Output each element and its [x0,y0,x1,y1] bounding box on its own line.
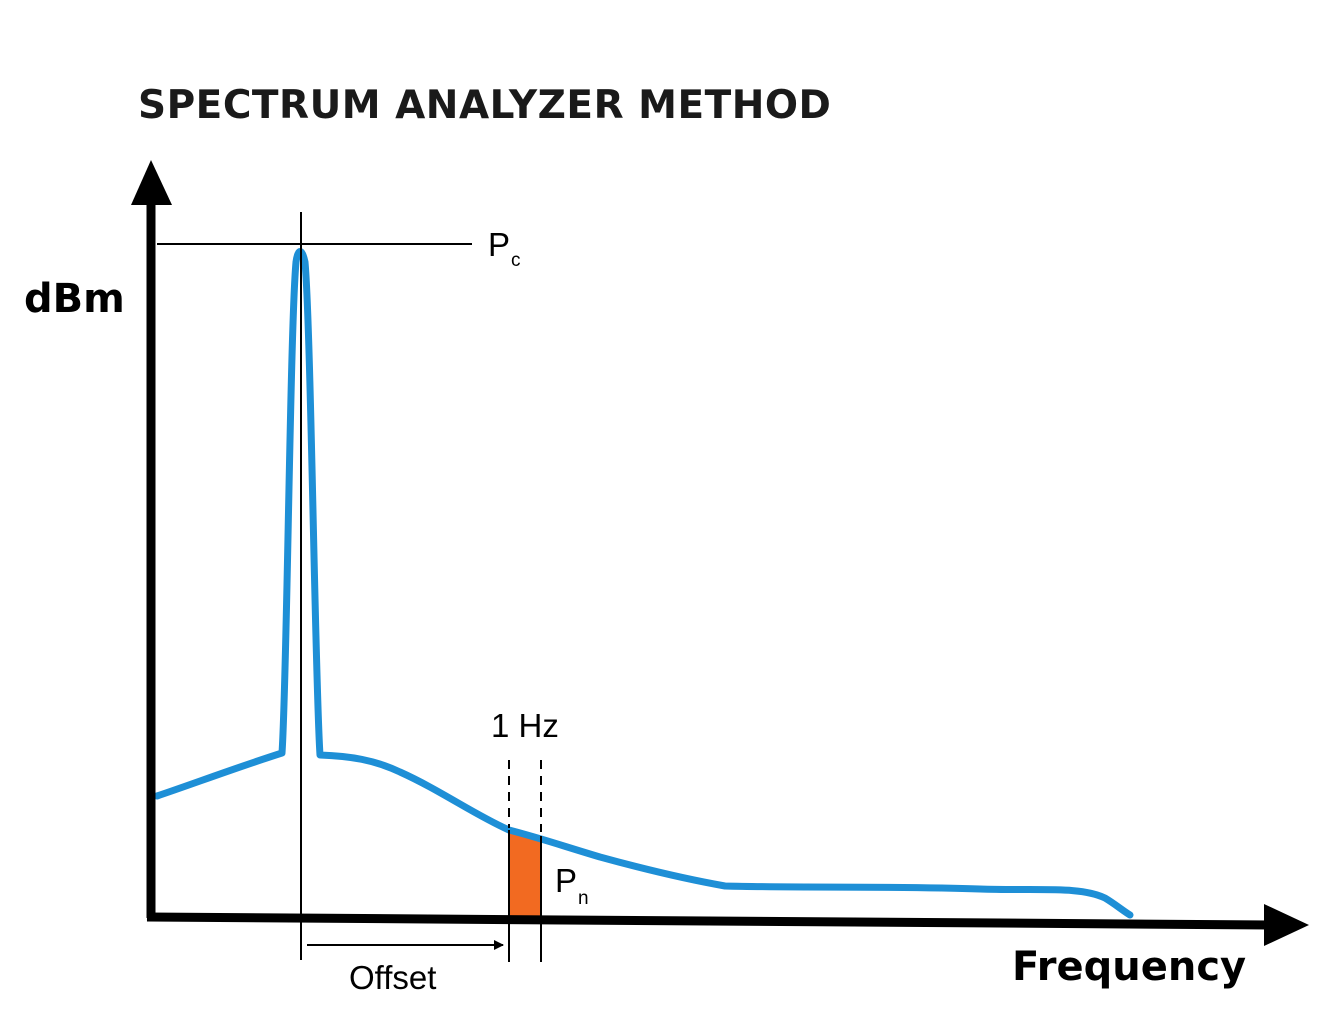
noise-power-label: Pn [555,862,589,909]
x-axis-arrowhead [1264,904,1309,946]
y-axis-arrowhead [131,160,172,205]
offset-label: Offset [349,959,436,996]
x-axis [146,912,1273,930]
diagram-title: SPECTRUM ANALYZER METHOD [138,83,831,128]
x-axis-label: Frequency [1012,944,1246,990]
bandwidth-label: 1 Hz [491,707,559,744]
y-axis-label: dBm [24,276,125,322]
carrier-power-label: Pc [488,226,521,271]
noise-band-1hz [509,833,541,916]
spectrum-trace [153,248,1134,919]
